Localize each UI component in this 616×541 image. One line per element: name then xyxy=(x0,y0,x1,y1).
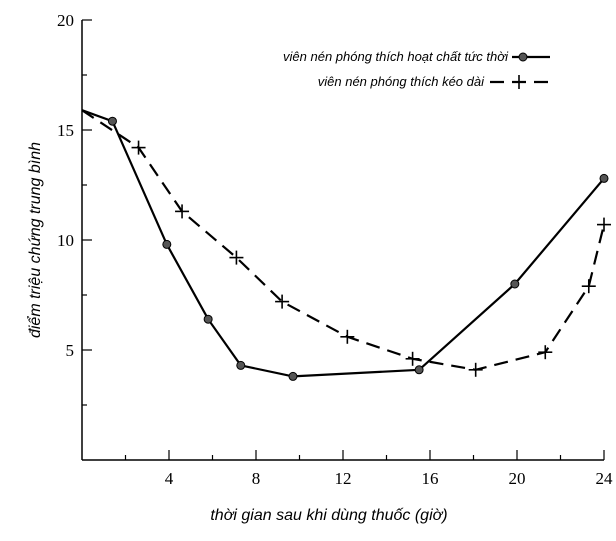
point-extended-release-4 xyxy=(275,294,290,309)
point-immediate-release-4 xyxy=(236,360,246,370)
point-immediate-release-3 xyxy=(203,314,213,324)
series-layer xyxy=(81,109,611,381)
point-extended-release-5 xyxy=(340,329,355,344)
point-immediate-release-7 xyxy=(510,279,520,289)
x-tick-label-16: 16 xyxy=(422,469,439,488)
legend: viên nén phóng thích hoạt chất tức thời … xyxy=(283,49,550,89)
point-extended-release-7 xyxy=(468,362,483,377)
point-extended-release-6 xyxy=(405,351,420,366)
legend-entry-extended-release: viên nén phóng thích kéo dài xyxy=(318,74,485,89)
point-immediate-release-5 xyxy=(288,371,298,381)
x-ticks: 4 8 12 16 20 24 xyxy=(124,450,614,488)
point-immediate-release-1 xyxy=(107,116,117,126)
y-ticks: 5 10 15 20 xyxy=(57,11,92,406)
x-tick-label-8: 8 xyxy=(252,469,261,488)
point-extended-release-8 xyxy=(538,345,553,360)
point-extended-release-3 xyxy=(229,250,244,265)
legend-marker-immediate-release xyxy=(518,52,528,62)
y-tick-label-20: 20 xyxy=(57,11,74,30)
point-immediate-release-6 xyxy=(414,365,424,375)
y-tick-label-10: 10 xyxy=(57,231,74,250)
legend-marker-extended-release xyxy=(512,75,526,89)
series-extended-release xyxy=(81,109,611,377)
point-extended-release-9 xyxy=(581,279,596,294)
x-axis-title: thời gian sau khi dùng thuốc (giờ) xyxy=(210,507,447,524)
x-tick-label-24: 24 xyxy=(596,469,614,488)
series-line-extended-release xyxy=(81,109,606,371)
y-tick-label-5: 5 xyxy=(66,341,75,360)
x-tick-label-12: 12 xyxy=(335,469,352,488)
point-extended-release-1 xyxy=(131,140,146,155)
series-immediate-release xyxy=(81,109,609,381)
x-tick-label-20: 20 xyxy=(509,469,526,488)
point-extended-release-2 xyxy=(175,204,190,219)
legend-entry-immediate-release: viên nén phóng thích hoạt chất tức thời xyxy=(283,49,509,64)
point-extended-release-10 xyxy=(597,217,611,232)
point-immediate-release-8 xyxy=(599,173,609,183)
y-tick-label-15: 15 xyxy=(57,121,74,140)
point-immediate-release-2 xyxy=(162,239,172,249)
y-axis-title: điểm triệu chứng trung bình xyxy=(26,142,44,338)
x-tick-label-4: 4 xyxy=(165,469,174,488)
